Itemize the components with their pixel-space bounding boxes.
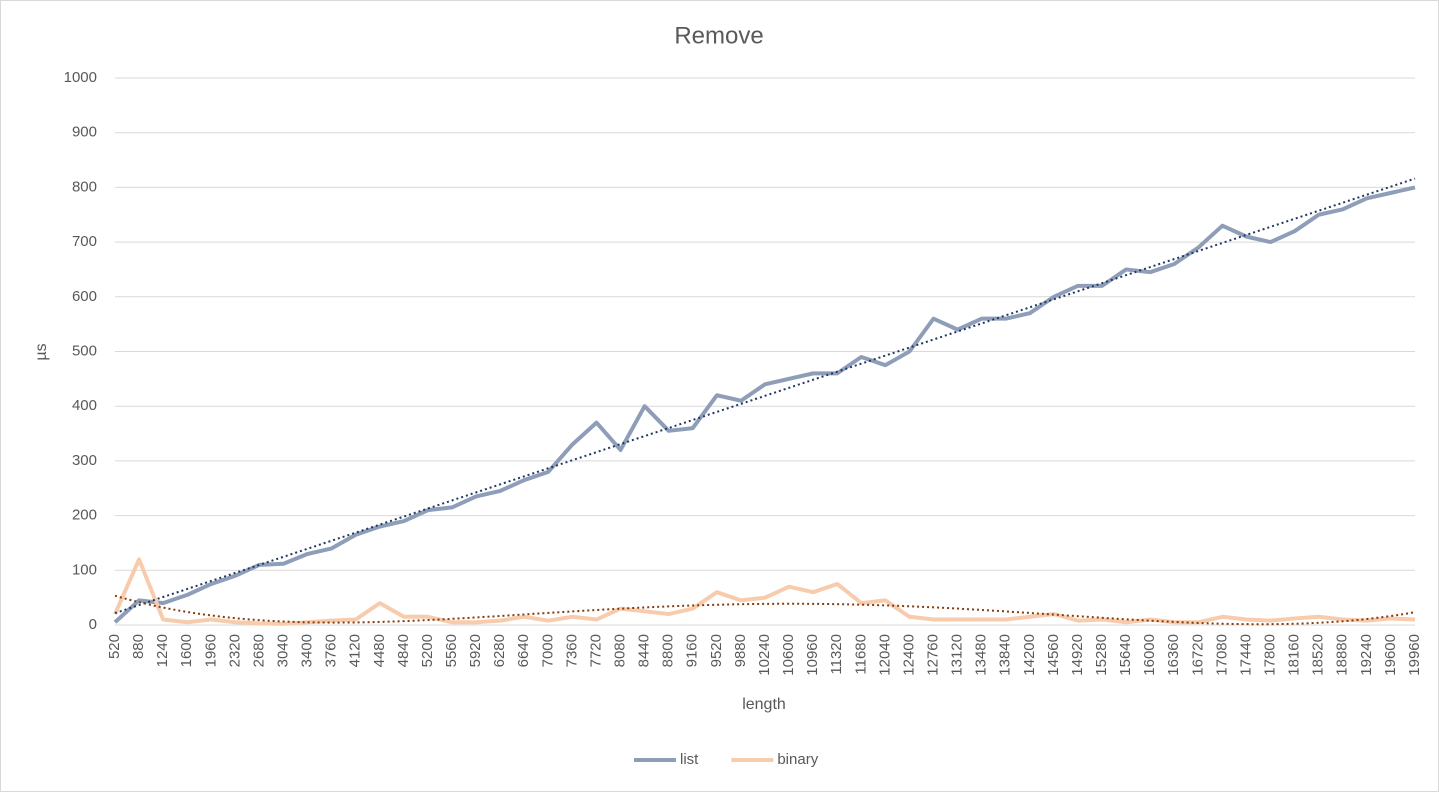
- y-tick-label: 0: [89, 616, 97, 633]
- x-tick-label: 13120: [949, 634, 966, 676]
- x-tick-label: 12760: [924, 634, 941, 676]
- x-tick-label: 1240: [154, 634, 171, 667]
- x-tick-label: 3760: [323, 634, 340, 667]
- x-tick-label: 18160: [1286, 634, 1303, 676]
- y-tick-label: 800: [72, 178, 97, 195]
- x-axis-label: length: [742, 696, 786, 713]
- trendline: [114, 594, 1416, 626]
- x-tick-label: 4120: [347, 634, 364, 667]
- x-tick-label: 19960: [1406, 634, 1423, 676]
- x-tick-label: 12400: [900, 634, 917, 676]
- x-tick-label: 7720: [587, 634, 604, 667]
- y-tick-label: 500: [72, 342, 97, 359]
- x-tick-label: 10600: [780, 634, 797, 676]
- x-tick-label: 16000: [1141, 634, 1158, 676]
- x-tick-label: 18880: [1334, 634, 1351, 676]
- y-tick-label: 300: [72, 452, 97, 469]
- x-tick-label: 14200: [1021, 634, 1038, 676]
- x-tick-label: 17800: [1262, 634, 1279, 676]
- x-tick-label: 880: [130, 634, 147, 659]
- x-tick-label: 7360: [563, 634, 580, 667]
- x-tick-label: 5920: [467, 634, 484, 667]
- x-tick-label: 9880: [732, 634, 749, 667]
- x-tick-label: 14560: [1045, 634, 1062, 676]
- x-tick-label: 8800: [660, 634, 677, 667]
- legend-label: binary: [777, 751, 818, 768]
- x-tick-label: 1600: [178, 634, 195, 667]
- y-axis-label: µs: [33, 343, 50, 360]
- x-tick-label: 18520: [1310, 634, 1327, 676]
- x-tick-label: 7000: [539, 634, 556, 667]
- x-tick-label: 520: [106, 634, 123, 659]
- x-tick-label: 6280: [491, 634, 508, 667]
- x-tick-label: 17440: [1237, 634, 1254, 676]
- x-tick-label: 19600: [1382, 634, 1399, 676]
- x-tick-label: 4480: [371, 634, 388, 667]
- line-series: [113, 185, 1416, 624]
- x-tick-label: 13840: [997, 634, 1014, 676]
- x-tick-label: 3400: [299, 634, 316, 667]
- y-tick-label: 1000: [64, 69, 97, 86]
- x-tick-label: 2320: [226, 634, 243, 667]
- trendline: [114, 177, 1416, 615]
- y-tick-label: 400: [72, 397, 97, 414]
- x-tick-label: 5560: [443, 634, 460, 667]
- x-tick-label: 15640: [1117, 634, 1134, 676]
- x-tick-label: 19240: [1358, 634, 1375, 676]
- y-tick-label: 700: [72, 233, 97, 250]
- x-tick-label: 9520: [708, 634, 725, 667]
- y-tick-label: 900: [72, 124, 97, 141]
- x-tick-label: 10960: [804, 634, 821, 676]
- x-tick-label: 1960: [202, 634, 219, 667]
- x-tick-label: 11680: [852, 634, 869, 675]
- x-tick-label: 8440: [636, 634, 653, 667]
- x-tick-label: 4840: [395, 634, 412, 667]
- x-tick-label: 17080: [1213, 634, 1230, 676]
- y-tick-label: 600: [72, 288, 97, 305]
- y-tick-label: 200: [72, 507, 97, 524]
- legend-label: list: [680, 751, 699, 768]
- x-tick-label: 3040: [274, 634, 291, 667]
- x-tick-label: 12040: [876, 634, 893, 676]
- x-tick-label: 2680: [250, 634, 267, 667]
- x-tick-label: 9160: [684, 634, 701, 667]
- x-tick-label: 16360: [1165, 634, 1182, 676]
- x-tick-label: 13480: [973, 634, 990, 676]
- x-tick-label: 8080: [612, 634, 629, 667]
- chart-title: Remove: [674, 22, 763, 49]
- x-tick-label: 14920: [1069, 634, 1086, 676]
- x-tick-label: 11320: [828, 634, 845, 675]
- x-tick-label: 15280: [1093, 634, 1110, 676]
- x-tick-label: 5200: [419, 634, 436, 667]
- y-tick-label: 100: [72, 561, 97, 578]
- x-tick-label: 10240: [756, 634, 773, 676]
- x-tick-label: 16720: [1189, 634, 1206, 676]
- x-tick-label: 6640: [515, 634, 532, 667]
